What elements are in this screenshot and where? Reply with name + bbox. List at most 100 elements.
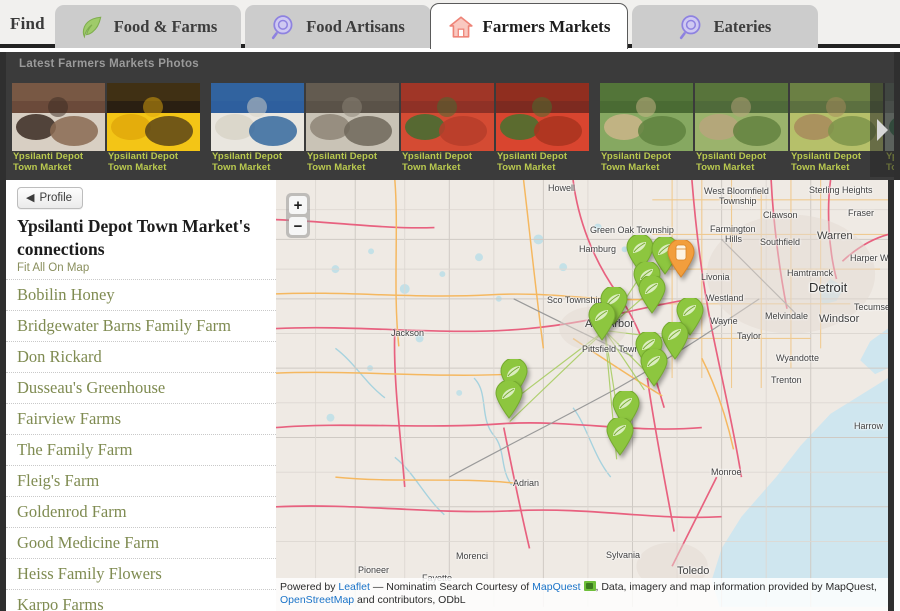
leaflet-link[interactable]: Leaflet [338, 581, 370, 593]
photo-thumbnail-image [600, 83, 693, 151]
map-place-label: Fraser [848, 208, 875, 218]
connection-list-item[interactable]: Karpo Farms [6, 589, 276, 611]
magnifier-icon [679, 14, 705, 40]
page-title: Ypsilanti Depot Town Market's connection… [17, 216, 251, 259]
chevron-left-icon: ◀ [26, 191, 35, 204]
fit-all-on-map-link[interactable]: Fit All On Map [17, 262, 90, 274]
map-place-label: Hamtramck [787, 268, 834, 278]
mapquest-logo-icon [583, 581, 596, 591]
map-place-label: Toledo [677, 565, 710, 577]
tab-eateries[interactable]: Eateries [632, 5, 818, 48]
attrib-suffix: and contributors, ODbL [354, 594, 466, 606]
map-attribution: Powered by Leaflet — Nominatim Search Co… [276, 578, 888, 611]
map-place-label: Harper Woods [850, 253, 894, 263]
photo-thumbnail-image [790, 83, 883, 151]
map-place-label: Tecumseh [854, 302, 894, 312]
photo-thumbnail[interactable]: Ypsilanti Depot Town Market [496, 83, 589, 177]
photo-caption: Ypsilanti Depot Town Market [696, 151, 767, 173]
map-place-label: Green Oak Township [590, 225, 674, 235]
map-place-label: Farmington [710, 224, 756, 234]
connection-list-item[interactable]: Dusseau's Greenhouse [6, 372, 276, 403]
map-tiles[interactable] [276, 180, 888, 607]
map-marker-connection[interactable] [676, 298, 704, 336]
map-place-label: Windsor [819, 313, 860, 325]
tab-food-farms[interactable]: Food & Farms [55, 5, 241, 48]
latest-photos-strip: Latest Farmers Markets Photos Ypsilanti … [0, 52, 900, 180]
connection-list-item[interactable]: Bobilin Honey [6, 279, 276, 310]
photo-thumbnail-image [401, 83, 494, 151]
photo-thumbnail[interactable]: Ypsilanti Depot Town Market [695, 83, 788, 177]
map-marker-connection[interactable] [495, 381, 523, 419]
photo-strip-title: Latest Farmers Markets Photos [19, 58, 199, 70]
map-marker-connection[interactable] [606, 418, 634, 456]
map-place-label: Pittsfield Township [582, 344, 656, 354]
map-marker-connection[interactable] [661, 322, 689, 360]
photo-caption: Ypsilanti Depot Town Market [402, 151, 473, 173]
find-label: Find [10, 14, 45, 33]
map-place-label: Morenci [456, 551, 489, 561]
photo-caption: Ypsilanti Depot Town Market [601, 151, 672, 173]
map-place-label: Detroit [809, 280, 848, 295]
back-to-profile-button[interactable]: ◀ Profile [17, 187, 84, 209]
connection-list-item[interactable]: Don Rickard [6, 341, 276, 372]
connections-list: Bobilin Honey Bridgewater Barns Family Fa… [6, 279, 276, 611]
map-place-label: Township [719, 196, 757, 206]
tab-label: Food Artisans [306, 16, 405, 36]
connection-list-item[interactable]: The Family Farm [6, 434, 276, 465]
photo-caption: Ypsilanti Depot Town Market [212, 151, 283, 173]
map-place-label: Monroe [711, 467, 742, 477]
mapquest-link[interactable]: MapQuest [532, 581, 581, 593]
tab-food-artisans[interactable]: Food Artisans [245, 5, 431, 48]
photo-thumbnail[interactable]: Ypsilanti Depot Town Market [107, 83, 200, 177]
map-panel[interactable]: Howell West Bloomfield Township Sterling He… [276, 180, 894, 611]
photo-thumbnail[interactable]: Ypsilanti Depot Town Market [211, 83, 304, 177]
photo-thumbnail-image [211, 83, 304, 151]
map-place-label: Wyandotte [776, 353, 819, 363]
map-place-label: Clawson [763, 210, 798, 220]
map-place-label: Jackson [391, 328, 425, 338]
map-place-label: Hamburg [579, 244, 617, 254]
zoom-in-button[interactable]: + [289, 196, 307, 214]
photo-thumbnail[interactable]: Ypsilanti Depot Town Market [306, 83, 399, 177]
photo-thumbnail[interactable]: Ypsilanti Depot Town Market [401, 83, 494, 177]
connection-list-item[interactable]: Goldenrod Farm [6, 496, 276, 527]
map-place-label: Livonia [701, 272, 730, 282]
tab-label: Food & Farms [113, 16, 218, 36]
map-place-label: Westland [706, 293, 744, 303]
map-marker-connection[interactable] [588, 303, 616, 341]
map-marker-connection[interactable] [612, 391, 640, 429]
map-place-label: Harrow [854, 421, 884, 431]
photo-thumbnail[interactable]: Ypsilanti Depot Town Market [600, 83, 693, 177]
back-to-profile-label: Profile [39, 192, 73, 204]
connection-list-item[interactable]: Good Medicine Farm [6, 527, 276, 558]
photo-thumbnail[interactable]: Ypsilanti Depot Town Market [12, 83, 105, 177]
connections-sidebar: ◀ Profile Ypsilanti Depot Town Market's … [0, 180, 276, 611]
map-marker-current[interactable] [667, 240, 695, 278]
magnifier-icon [271, 14, 297, 40]
photo-caption: Ypsilanti Depot Town Market [307, 151, 378, 173]
attrib-after-badge: , Data, imagery and map information prov… [595, 581, 877, 593]
tab-farmers-markets[interactable]: Farmers Markets [430, 3, 628, 49]
map-place-label: Southfield [760, 237, 801, 247]
connection-list-item[interactable]: Fairview Farms [6, 403, 276, 434]
photo-thumbnail-image [306, 83, 399, 151]
openstreetmap-link[interactable]: OpenStreetMap [280, 594, 355, 606]
chevron-right-icon[interactable] [870, 83, 894, 177]
map-place-label: Wayne [710, 316, 738, 326]
map-place-label: Trenton [771, 375, 802, 385]
map-marker-connection[interactable] [626, 235, 654, 273]
map-marker-connection[interactable] [640, 349, 668, 387]
photo-thumbnail[interactable]: Ypsilanti Depot Town Market [790, 83, 883, 177]
map-place-label: Taylor [737, 331, 762, 341]
connection-list-item[interactable]: Heiss Family Flowers [6, 558, 276, 589]
map-marker-connection[interactable] [638, 276, 666, 314]
zoom-out-button[interactable]: − [289, 217, 307, 235]
tab-label: Eateries [713, 16, 772, 36]
map-place-label: West Bloomfield [704, 186, 769, 196]
photo-caption: Ypsilanti Depot Town Market [497, 151, 568, 173]
photo-thumbnail-image [12, 83, 105, 151]
attrib-mid: — Nominatim Search Courtesy of [369, 581, 533, 593]
connection-list-item[interactable]: Bridgewater Barns Family Farm [6, 310, 276, 341]
photo-caption: Ypsilanti Depot Town Market [791, 151, 862, 173]
connection-list-item[interactable]: Fleig's Farm [6, 465, 276, 496]
